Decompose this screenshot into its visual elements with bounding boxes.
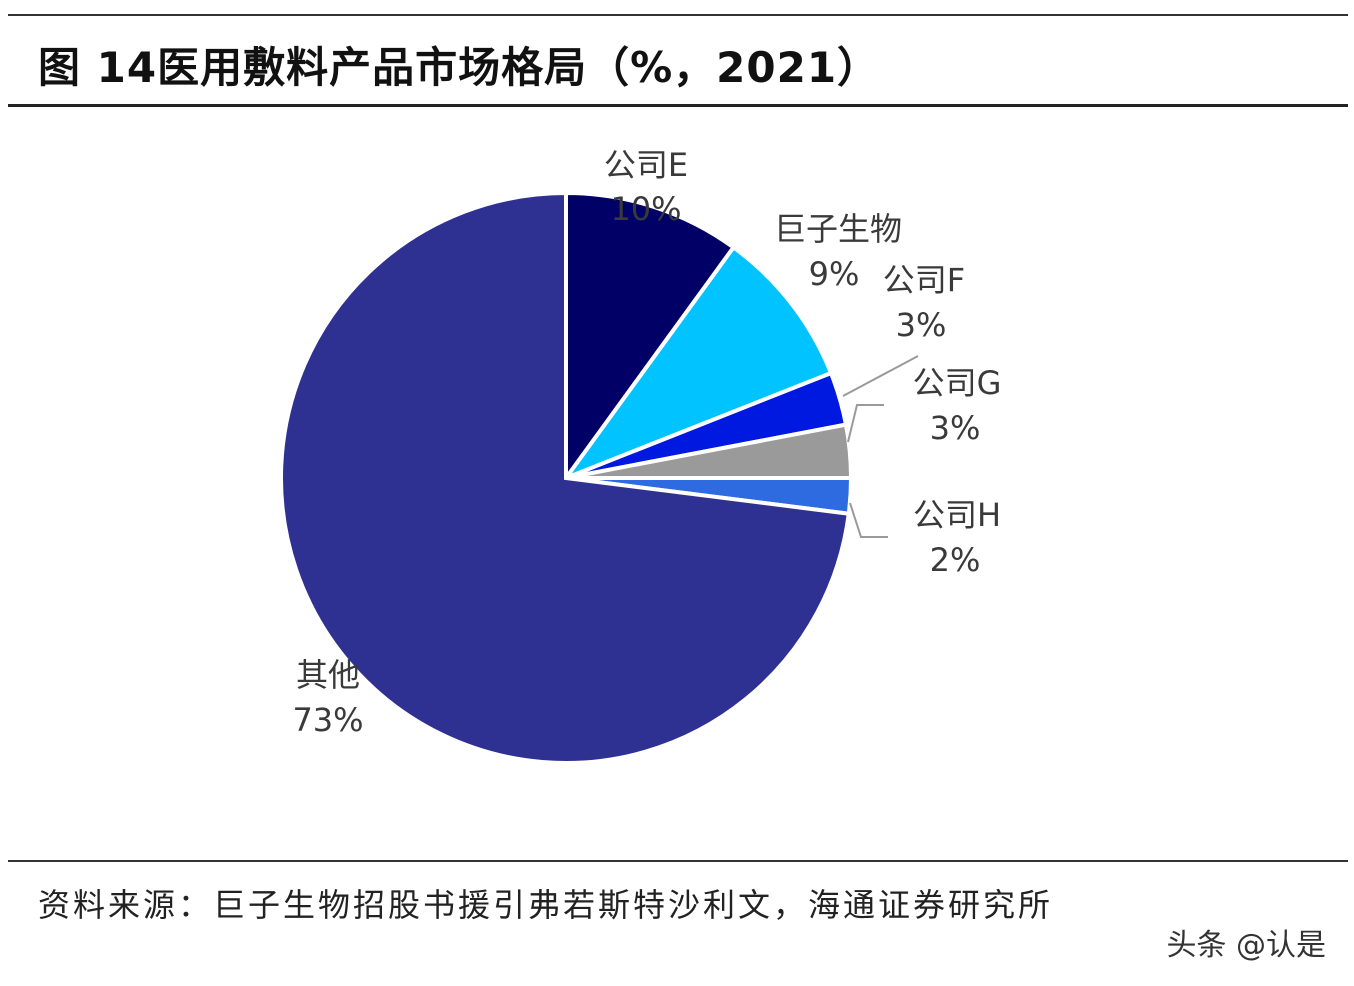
pie-slice-company-e — [564, 190, 737, 485]
slice-value-company-h: 2% — [930, 541, 981, 579]
slice-value-company-g: 3% — [930, 409, 981, 447]
pie-slices — [279, 190, 854, 765]
top-rule — [8, 14, 1348, 16]
slice-value-company-f: 3% — [896, 306, 947, 344]
slice-value-others: 73% — [292, 701, 363, 739]
leader-line-company-f — [842, 355, 919, 397]
slice-label-company-h: 公司H — [913, 496, 1001, 534]
slice-label-company-f: 公司F — [883, 261, 965, 299]
slice-value-company-e: 10% — [610, 190, 681, 228]
slice-value-juzi-bio: 9% — [809, 255, 860, 293]
leader-line-company-h — [849, 502, 888, 538]
slice-label-others: 其他 — [296, 656, 360, 694]
pie-slice-juzi-bio — [560, 244, 834, 483]
slice-labels: 公司E 10% 巨子生物 9% 公司F 3% 公司G 3% 公司H 2% 其他 … — [292, 146, 1001, 739]
slice-label-juzi-bio: 巨子生物 — [774, 210, 902, 248]
pie-slice-others — [279, 190, 851, 765]
leader-lines — [842, 355, 919, 538]
source-note: 资料来源：巨子生物招股书援引弗若斯特沙利文，海通证券研究所 — [38, 886, 1054, 924]
slice-label-company-e: 公司E — [604, 146, 688, 184]
figure-title: 图 14医用敷料产品市场格局（%，2021） — [38, 43, 881, 92]
title-rule — [8, 104, 1348, 107]
slice-label-company-g: 公司G — [913, 364, 1002, 402]
source-rule — [8, 860, 1348, 862]
watermark: 头条 @认是 — [1166, 928, 1326, 963]
leader-line-company-g — [847, 404, 884, 443]
